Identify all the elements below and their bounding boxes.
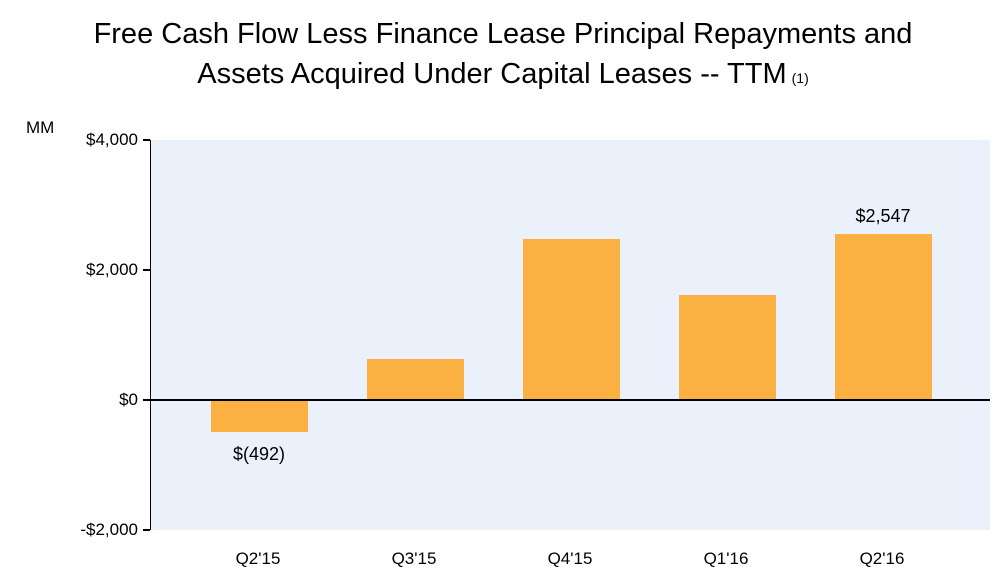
x-tick-label: Q3'15 — [391, 549, 437, 568]
plot-area: $(492) $2,547 — [150, 140, 990, 530]
bar-Q4'15 — [522, 238, 620, 400]
footnote-marker: (1) — [791, 70, 809, 86]
y-tick-label: $0 — [119, 390, 138, 409]
y-tick-label: $2,000 — [86, 260, 138, 279]
bar-Q3'15 — [366, 359, 464, 400]
zero-axis-line — [151, 399, 990, 401]
y-tick-label: $4,000 — [86, 130, 138, 149]
bar-value-label: $2,547 — [855, 206, 911, 227]
bar-value-label: $(492) — [232, 443, 286, 464]
bar-Q2'15 — [210, 400, 308, 432]
chart-title-line1: Free Cash Flow Less Finance Lease Princi… — [93, 18, 913, 50]
x-tick-label: Q4'15 — [547, 549, 593, 568]
bar-Q1'16 — [678, 295, 776, 400]
x-tick-label: Q2'15 — [235, 549, 281, 568]
y-tick-mark — [143, 139, 150, 141]
y-tick-mark — [143, 529, 150, 531]
x-tick-label: Q2'16 — [859, 549, 905, 568]
y-axis-unit-label: MM — [26, 118, 55, 137]
bar-Q2'16 — [834, 234, 932, 400]
y-tick-mark — [143, 269, 150, 271]
y-tick-mark — [143, 399, 150, 401]
chart-title: Free Cash Flow Less Finance Lease Princi… — [0, 14, 1006, 98]
x-tick-label: Q1'16 — [703, 549, 749, 568]
chart-title-line2: Assets Acquired Under Capital Leases -- … — [197, 58, 787, 90]
y-tick-label: -$2,000 — [80, 520, 138, 539]
